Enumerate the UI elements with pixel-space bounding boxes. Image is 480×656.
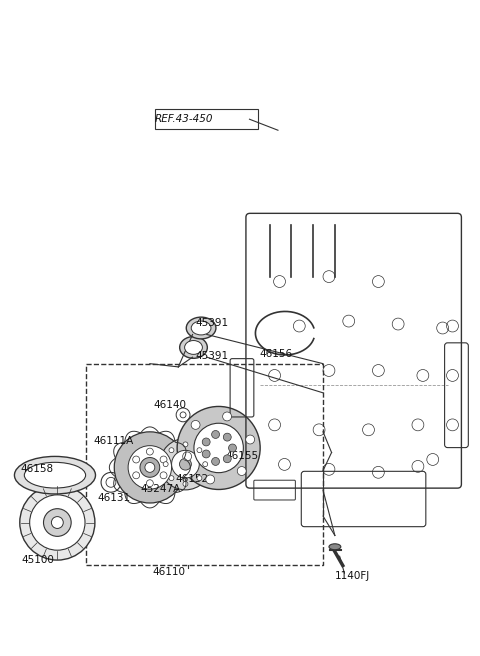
Circle shape [44,508,71,537]
Bar [86,363,323,565]
Ellipse shape [14,457,96,494]
Text: 46140: 46140 [154,400,187,409]
Circle shape [145,462,155,472]
Circle shape [177,407,260,489]
Circle shape [194,423,243,473]
Circle shape [169,476,174,481]
Circle shape [128,445,172,489]
Circle shape [223,433,231,441]
Circle shape [114,432,185,503]
Text: 1140FJ: 1140FJ [335,571,370,581]
Circle shape [191,420,200,429]
Ellipse shape [186,317,216,339]
Circle shape [172,450,199,478]
Text: 46155: 46155 [226,451,259,461]
Circle shape [160,456,167,463]
Circle shape [183,442,188,447]
Text: 45391: 45391 [195,318,228,329]
Circle shape [246,435,254,444]
Circle shape [202,438,210,446]
Circle shape [146,480,153,487]
Circle shape [197,476,202,481]
Text: 46110: 46110 [152,567,185,577]
Circle shape [20,485,95,560]
Circle shape [146,448,153,455]
Ellipse shape [180,337,207,358]
Circle shape [203,462,208,466]
Text: 46111A: 46111A [94,436,134,447]
Text: 46152: 46152 [175,474,208,484]
Circle shape [132,456,140,463]
Circle shape [51,516,63,529]
Circle shape [160,438,211,490]
Ellipse shape [185,340,203,354]
Circle shape [180,459,192,470]
Circle shape [223,455,231,462]
Circle shape [169,447,174,453]
Circle shape [223,412,231,421]
Circle shape [163,462,168,466]
Circle shape [183,452,192,461]
Bar [156,110,258,129]
Circle shape [212,457,219,465]
Circle shape [160,472,167,479]
Circle shape [206,475,215,484]
Ellipse shape [24,462,85,488]
Text: 45100: 45100 [22,555,55,565]
Ellipse shape [329,544,341,550]
Circle shape [237,466,246,476]
Circle shape [197,447,202,453]
Text: 46156: 46156 [260,349,293,359]
Circle shape [228,444,237,452]
Circle shape [212,430,219,438]
Text: 46158: 46158 [20,464,53,474]
Circle shape [183,482,188,486]
Text: 46131: 46131 [97,493,131,503]
Text: 45391: 45391 [195,351,228,361]
Ellipse shape [191,321,211,335]
Text: 45247A: 45247A [140,484,180,494]
Circle shape [132,472,140,479]
Circle shape [30,495,85,550]
Text: REF.43-450: REF.43-450 [155,114,213,124]
Circle shape [202,450,210,458]
Circle shape [140,457,160,478]
